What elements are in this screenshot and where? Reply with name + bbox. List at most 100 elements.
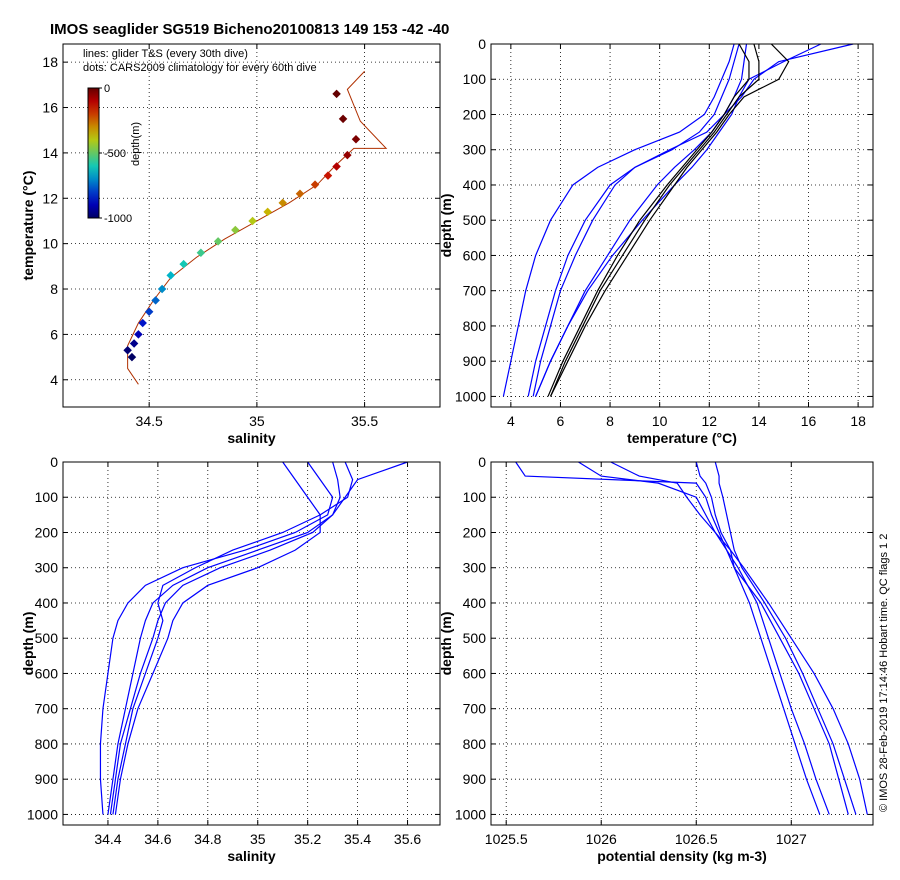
y-tick-label: 1000 — [455, 388, 486, 404]
panel-bottom-right: 1025.5 1026 1026.5 1027 0 100 200 300 400 500 600 7… — [438, 454, 874, 864]
y-tick-label: 900 — [463, 771, 487, 787]
y-tick-label: 400 — [463, 595, 487, 611]
climatology-dot — [157, 284, 167, 294]
profile-line — [695, 461, 821, 815]
y-tick-label: 8 — [50, 281, 58, 297]
axes-frame — [62, 43, 441, 408]
x-axis-label: potential density (kg m-3) — [597, 848, 767, 864]
x-tick-label: 1026.5 — [675, 831, 718, 847]
x-tick-label: 8 — [606, 413, 614, 429]
x-tick-label: 10 — [652, 413, 668, 429]
climatology-dot — [144, 307, 154, 316]
y-tick-label: 1000 — [27, 806, 58, 822]
x-tick-label: 1025.5 — [485, 831, 528, 847]
y-tick-label: 600 — [463, 665, 487, 681]
y-tick-label: 600 — [35, 665, 59, 681]
profile-line — [114, 461, 321, 815]
y-tick-label: 14 — [42, 145, 58, 161]
x-tick-label: 1026 — [586, 831, 617, 847]
profile-line — [112, 461, 354, 815]
y-tick-label: 100 — [463, 489, 487, 505]
annotation-text: lines: glider T&S (every 30th dive) — [83, 48, 248, 60]
y-tick-label: 500 — [463, 630, 487, 646]
ts-line — [127, 70, 388, 385]
profile-line — [502, 43, 735, 397]
y-tick-label: 200 — [463, 524, 487, 540]
y-tick-label: 0 — [50, 454, 58, 470]
colorbar-tick-label: -500 — [104, 148, 126, 160]
annotation-text: dots: CARS2009 climatology for every 60t… — [83, 62, 317, 74]
colorbar — [87, 87, 100, 219]
panel-top-left: 34.5 35 35.5 4 6 8 10 12 14 16 18 lines: glider T&S… — [20, 43, 441, 446]
climatology-dot — [213, 237, 223, 246]
climatology-dot — [351, 135, 361, 144]
colorbar-tick-label: 0 — [104, 83, 110, 95]
x-tick-label: 35.6 — [394, 831, 421, 847]
x-tick-label: 35 — [249, 413, 265, 429]
climatology-dot — [129, 339, 139, 348]
climatology-dot — [248, 216, 257, 226]
profile-line — [535, 43, 822, 397]
y-tick-label: 400 — [463, 177, 487, 193]
climatology-dot — [323, 171, 333, 180]
colorbar-label: depth(m) — [130, 122, 142, 166]
y-tick-label: 16 — [42, 100, 58, 116]
y-tick-label: 0 — [478, 454, 486, 470]
y-tick-label: 1000 — [455, 806, 486, 822]
x-tick-label: 35.5 — [351, 413, 378, 429]
y-tick-label: 800 — [35, 736, 59, 752]
y-tick-label: 700 — [463, 283, 487, 299]
y-tick-label: 10 — [42, 236, 58, 252]
x-tick-label: 34.8 — [194, 831, 221, 847]
colorbar-tick-label: -1000 — [104, 213, 132, 225]
x-tick-label: 34.6 — [144, 831, 171, 847]
y-axis-label: depth (m) — [20, 612, 36, 676]
profile-line — [549, 43, 760, 397]
climatology-dot — [166, 271, 175, 280]
profile-line — [107, 461, 341, 815]
y-tick-label: 900 — [463, 353, 487, 369]
y-tick-label: 200 — [35, 524, 59, 540]
climatology-dot — [338, 114, 348, 124]
y-tick-label: 300 — [463, 560, 487, 576]
y-tick-label: 700 — [463, 701, 487, 717]
y-tick-label: 12 — [42, 190, 58, 206]
climatology-dot — [343, 150, 352, 160]
x-tick-label: 34.5 — [136, 413, 163, 429]
climatology-dot — [179, 259, 188, 269]
profile-line — [99, 461, 334, 815]
climatology-dot — [138, 318, 147, 328]
y-tick-label: 700 — [35, 701, 59, 717]
y-tick-label: 600 — [463, 247, 487, 263]
y-tick-label: 500 — [35, 630, 59, 646]
y-tick-label: 6 — [50, 326, 58, 342]
x-tick-label: 35.4 — [344, 831, 371, 847]
axes-frame — [62, 461, 441, 826]
y-axis-label: depth (m) — [438, 612, 454, 676]
y-tick-label: 100 — [35, 489, 59, 505]
climatology-dot — [196, 248, 206, 257]
y-tick-label: 200 — [463, 106, 487, 122]
profile-line — [714, 461, 857, 815]
panel-top-right: 4 6 8 10 12 14 16 18 0 100 200 300 400 500 600 700 800 90… — [438, 36, 874, 446]
climatology-dot — [123, 346, 132, 355]
profile-line — [109, 461, 408, 815]
y-tick-label: 18 — [42, 54, 58, 70]
x-tick-label: 18 — [850, 413, 866, 429]
climatology-dot — [151, 296, 160, 305]
y-tick-label: 900 — [35, 771, 59, 787]
y-tick-label: 300 — [35, 560, 59, 576]
x-tick-label: 35 — [250, 831, 266, 847]
x-tick-label: 34.4 — [94, 831, 121, 847]
y-tick-label: 800 — [463, 318, 487, 334]
y-tick-label: 4 — [50, 372, 58, 388]
x-tick-label: 6 — [557, 413, 565, 429]
climatology-dot — [295, 189, 305, 198]
y-axis-label: depth (m) — [438, 194, 454, 258]
axes-frame — [490, 461, 874, 826]
y-tick-label: 500 — [463, 212, 487, 228]
profile-line — [578, 461, 830, 815]
climatology-dot — [127, 352, 137, 362]
climatology-dot — [278, 198, 287, 208]
